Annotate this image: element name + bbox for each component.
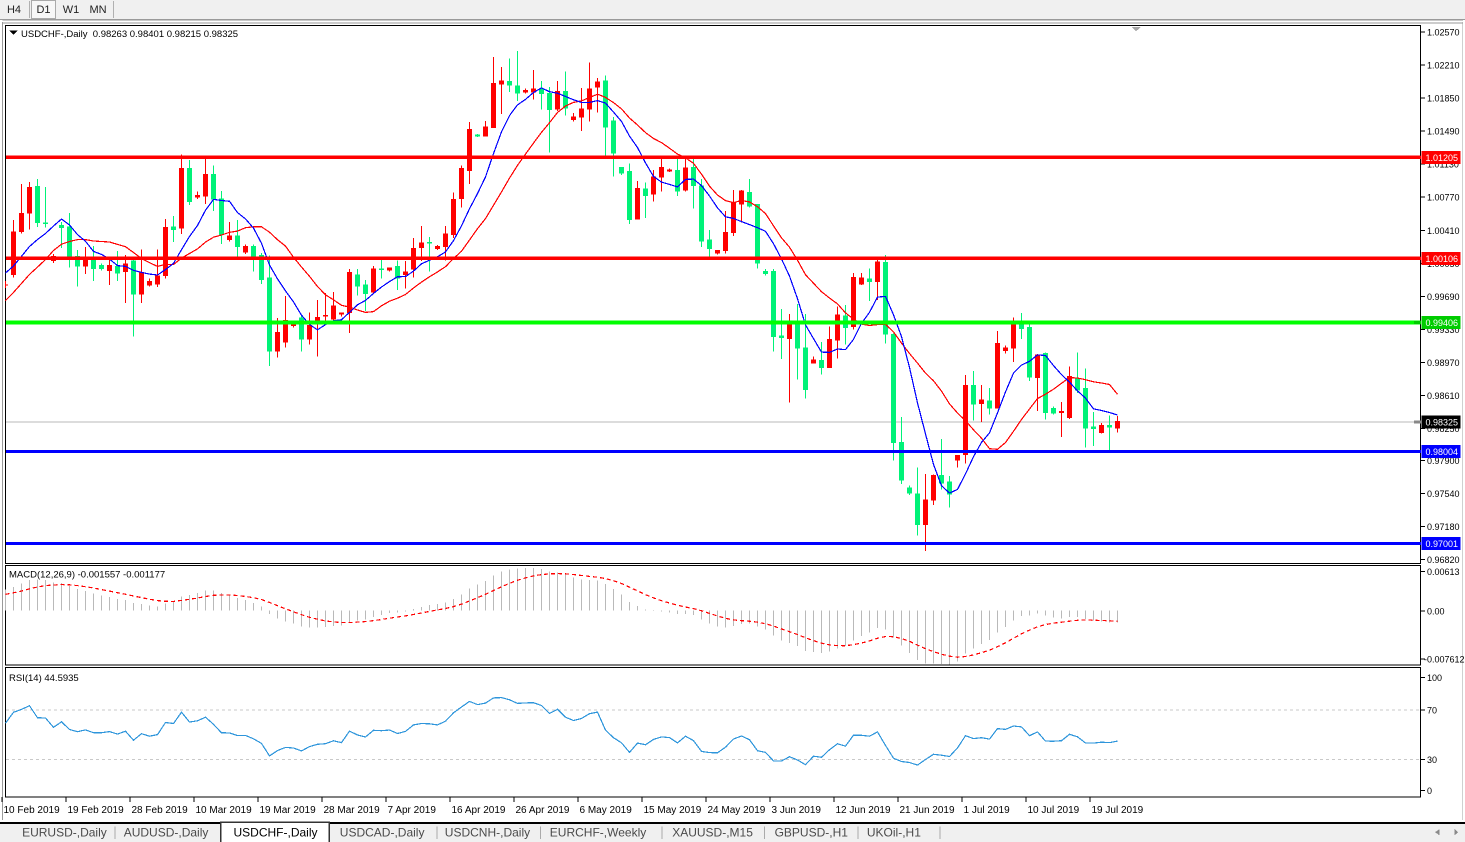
svg-text:0.00613: 0.00613 <box>1427 567 1460 577</box>
svg-text:0.97180: 0.97180 <box>1427 522 1460 532</box>
svg-text:MN: MN <box>89 4 106 16</box>
svg-text:3 Jun 2019: 3 Jun 2019 <box>772 805 822 816</box>
svg-text:D1: D1 <box>36 4 50 16</box>
svg-text:0.98325: 0.98325 <box>1426 418 1459 428</box>
svg-text:1.01490: 1.01490 <box>1427 127 1460 137</box>
svg-text:12 Jun 2019: 12 Jun 2019 <box>836 805 891 816</box>
svg-text:28 Mar 2019: 28 Mar 2019 <box>324 805 381 816</box>
svg-text:70: 70 <box>1427 706 1437 716</box>
svg-text:1.00410: 1.00410 <box>1427 226 1460 236</box>
svg-text:XAUUSD-,M15: XAUUSD-,M15 <box>672 826 753 840</box>
svg-text:100: 100 <box>1427 673 1442 683</box>
svg-text:USDCAD-,Daily: USDCAD-,Daily <box>340 826 425 840</box>
svg-text:28 Feb 2019: 28 Feb 2019 <box>132 805 189 816</box>
svg-text:0.98004: 0.98004 <box>1426 447 1459 457</box>
svg-text:19 Mar 2019: 19 Mar 2019 <box>260 805 317 816</box>
svg-text:21 Jun 2019: 21 Jun 2019 <box>900 805 955 816</box>
svg-text:10 Jul 2019: 10 Jul 2019 <box>1028 805 1080 816</box>
svg-text:7 Apr 2019: 7 Apr 2019 <box>388 805 437 816</box>
svg-text:1.02210: 1.02210 <box>1427 61 1460 71</box>
svg-text:USDCNH-,Daily: USDCNH-,Daily <box>445 826 530 840</box>
svg-text:W1: W1 <box>63 4 80 16</box>
svg-text:24 May 2019: 24 May 2019 <box>708 805 766 816</box>
svg-text:0.98610: 0.98610 <box>1427 391 1460 401</box>
svg-text:USDCHF-,Daily: USDCHF-,Daily <box>234 826 318 840</box>
svg-text:16 Apr 2019: 16 Apr 2019 <box>452 805 506 816</box>
svg-text:10 Feb 2019: 10 Feb 2019 <box>4 805 61 816</box>
svg-text:EURCHF-,Weekly: EURCHF-,Weekly <box>550 826 646 840</box>
svg-text:-0.007612: -0.007612 <box>1424 655 1465 665</box>
svg-text:0.98250: 0.98250 <box>1427 424 1460 434</box>
svg-text:1.00106: 1.00106 <box>1426 254 1459 264</box>
svg-text:1.01205: 1.01205 <box>1426 153 1459 163</box>
svg-text:6 May 2019: 6 May 2019 <box>580 805 633 816</box>
svg-text:UKOil-,H1: UKOil-,H1 <box>867 826 921 840</box>
svg-text:30: 30 <box>1427 755 1437 765</box>
svg-text:0.96820: 0.96820 <box>1427 555 1460 565</box>
svg-text:0.97900: 0.97900 <box>1427 456 1460 466</box>
svg-text:19 Jul 2019: 19 Jul 2019 <box>1092 805 1144 816</box>
svg-text:0.97540: 0.97540 <box>1427 489 1460 499</box>
svg-text:H4: H4 <box>7 4 21 16</box>
svg-text:10 Mar 2019: 10 Mar 2019 <box>196 805 253 816</box>
svg-text:0.97001: 0.97001 <box>1426 539 1459 549</box>
svg-text:MACD(12,26,9) -0.001557 -0.001: MACD(12,26,9) -0.001557 -0.001177 <box>9 570 165 581</box>
svg-text:0.99330: 0.99330 <box>1427 325 1460 335</box>
svg-text:EURUSD-,Daily: EURUSD-,Daily <box>22 826 107 840</box>
svg-text:1 Jul 2019: 1 Jul 2019 <box>964 805 1011 816</box>
svg-text:0.98970: 0.98970 <box>1427 358 1460 368</box>
svg-text:0.00: 0.00 <box>1427 607 1445 617</box>
svg-text:RSI(14) 44.5935: RSI(14) 44.5935 <box>9 673 79 684</box>
svg-text:1.01850: 1.01850 <box>1427 94 1460 104</box>
svg-text:0.99690: 0.99690 <box>1427 292 1460 302</box>
svg-text:1.01130: 1.01130 <box>1427 160 1459 170</box>
svg-text:1.00770: 1.00770 <box>1427 193 1460 203</box>
svg-text:1.02570: 1.02570 <box>1427 28 1460 38</box>
svg-text:19 Feb 2019: 19 Feb 2019 <box>68 805 125 816</box>
svg-text:26 Apr 2019: 26 Apr 2019 <box>516 805 570 816</box>
svg-text:0: 0 <box>1427 786 1432 796</box>
svg-text:15 May 2019: 15 May 2019 <box>644 805 702 816</box>
svg-text:GBPUSD-,H1: GBPUSD-,H1 <box>775 826 849 840</box>
svg-text:AUDUSD-,Daily: AUDUSD-,Daily <box>124 826 209 840</box>
svg-text:USDCHF-,Daily 0.98263 0.98401: USDCHF-,Daily 0.98263 0.98401 0.98215 0.… <box>21 29 238 40</box>
svg-text:0.99406: 0.99406 <box>1426 318 1459 328</box>
